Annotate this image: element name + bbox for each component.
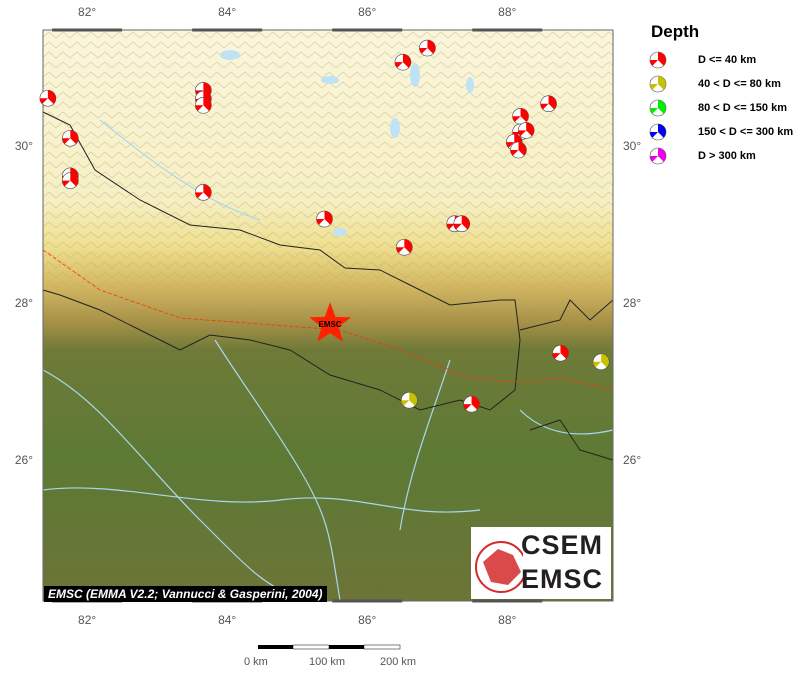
relief-shading [43,30,613,310]
attribution: EMSC (EMMA V2.2; Vannucci & Gasperini, 2… [44,586,327,602]
lat-tick-left: 30° [15,139,33,153]
map-frame [42,29,614,602]
focal-mechanism-23[interactable] [463,395,480,413]
lat-tick-left: 28° [15,296,33,310]
lat-tick-right: 26° [623,453,641,467]
lat-tick-left: 26° [15,453,33,467]
legend-item: D <= 40 km [648,48,793,72]
focal-mechanism-8[interactable] [394,53,412,71]
focal-mechanism-1[interactable] [62,129,79,147]
scale-label-200: 200 km [380,656,417,668]
lat-tick-right: 30° [623,139,641,153]
lon-tick-top: 88° [498,5,516,19]
focal-mechanism-19[interactable] [453,215,471,233]
focal-mechanism-9[interactable] [419,39,436,57]
scale-label-0: 0 km [244,656,268,668]
star-icon [309,302,352,342]
legend-label: D <= 40 km [698,54,757,66]
legend-item: 40 < D <= 80 km [648,72,793,96]
lon-tick-top: 84° [218,5,236,19]
csem-emsc-logo: CSEM EMSC [471,527,611,599]
legend-label: D > 300 km [698,150,756,162]
focal-mechanism-0[interactable] [39,89,57,107]
globe-icon [475,541,523,593]
legend-item: D > 300 km [648,144,793,168]
legend-label: 40 < D <= 80 km [698,78,781,90]
logo-csem: CSEM [521,530,604,560]
beachball-icon [649,99,667,117]
focal-mechanism-7[interactable] [195,184,212,201]
focal-mechanism-11[interactable] [512,107,529,125]
legend-item: 80 < D <= 150 km [648,96,793,120]
lon-tick-top: 82° [78,5,96,19]
beachball-icon [649,51,667,69]
legend-label: 80 < D <= 150 km [698,102,787,114]
lon-tick-top: 86° [358,5,376,19]
scale-label-100: 100 km [309,656,346,668]
legend-item: 150 < D <= 300 km [648,120,793,144]
focal-mechanism-21[interactable] [592,353,610,371]
lon-tick-bottom: 86° [358,613,376,627]
focal-mechanism-6[interactable] [195,96,212,114]
lat-tick-right: 28° [623,296,641,310]
lon-tick-bottom: 88° [498,613,516,627]
events [39,39,610,413]
focal-mechanism-10[interactable] [540,95,557,113]
legend-title: Depth [651,22,700,41]
lon-tick-bottom: 84° [218,613,236,627]
country-border [42,111,521,411]
axes: 82° 82° 84° 84° 86° 86° 88° 88° 30° 30° 28° 28° 26° 2… [15,5,642,627]
mainshock[interactable]: EMSC [309,302,352,342]
lon-tick-bottom: 82° [78,613,96,627]
focal-mechanism-16[interactable] [316,210,333,228]
rivers [42,119,614,601]
border-sikkim-bhutan [519,299,614,461]
focal-mechanism-17[interactable] [396,238,413,256]
focal-mechanism-22[interactable] [400,391,418,409]
lakes [220,50,474,236]
legend-label: 150 < D <= 300 km [698,126,794,138]
beachball-icon [649,147,667,165]
legend: Depth D <= 40 km 40 < D <= 80 km 80 < D <=… [648,22,793,168]
logo-emsc: EMSC [521,564,604,594]
beachball-icon [649,75,667,93]
fault-line [42,249,614,391]
beachball-icon [649,123,667,141]
focal-mechanism-3[interactable] [62,172,79,189]
mainshock-label: EMSC [319,320,342,329]
focal-mechanism-13[interactable] [517,122,535,139]
focal-mechanism-20[interactable] [552,344,569,362]
focal-mechanism-15[interactable] [510,141,527,159]
scale-bar [258,644,401,650]
